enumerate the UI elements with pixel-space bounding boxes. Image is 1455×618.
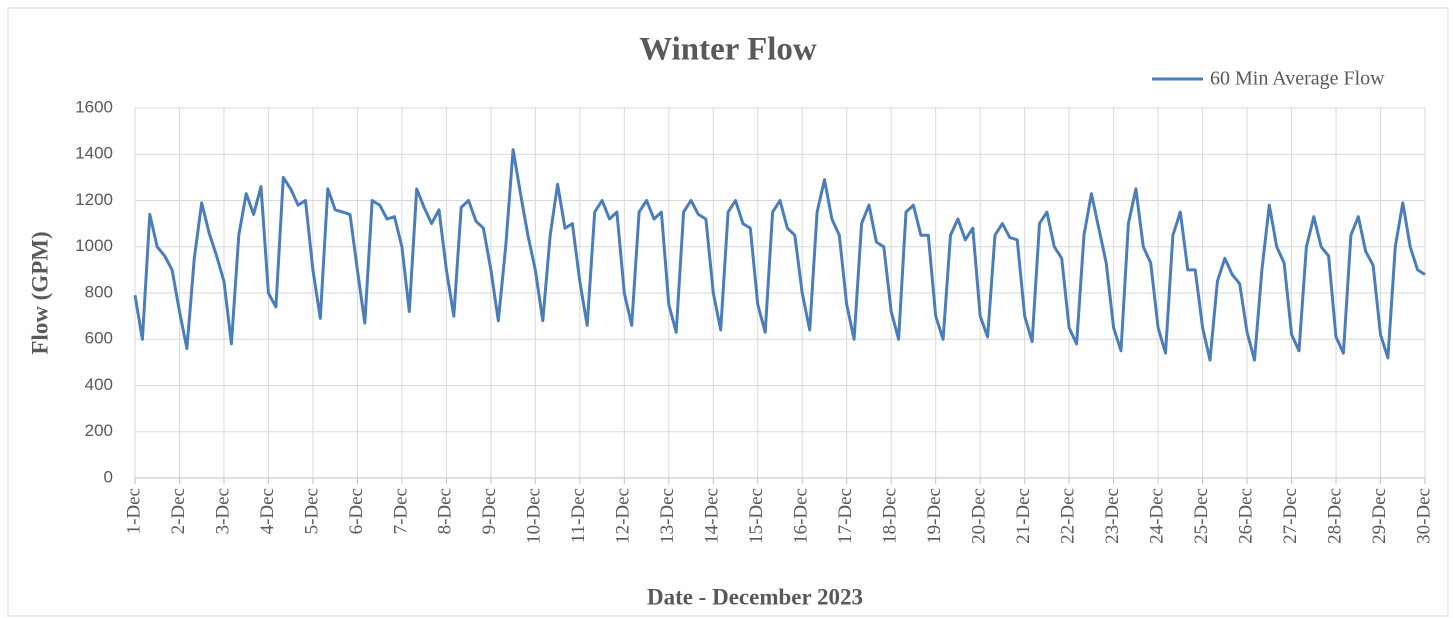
x-tick-label: 29-Dec	[1369, 488, 1390, 544]
x-tick-label: 3-Dec	[212, 488, 233, 534]
x-tick-label: 11-Dec	[568, 488, 589, 543]
x-tick-label: 15-Dec	[746, 488, 767, 544]
y-tick-label: 600	[85, 329, 113, 348]
x-tick-label: 8-Dec	[435, 488, 456, 534]
x-tick-label: 6-Dec	[346, 488, 367, 534]
x-tick-label: 27-Dec	[1280, 488, 1301, 544]
x-tick-label: 13-Dec	[657, 488, 678, 544]
y-tick-label: 1600	[75, 97, 113, 116]
x-tick-label: 21-Dec	[1013, 488, 1034, 544]
x-tick-label: 14-Dec	[702, 488, 723, 544]
x-tick-label: 1-Dec	[123, 488, 144, 534]
x-tick-label: 2-Dec	[168, 488, 189, 534]
data-line	[133, 148, 1426, 362]
x-axis-label: Date - December 2023	[647, 584, 863, 609]
x-tick-label: 4-Dec	[257, 488, 278, 534]
x-tick-label: 18-Dec	[880, 488, 901, 544]
y-tick-label: 200	[85, 421, 113, 440]
x-tick-label: 9-Dec	[479, 488, 500, 534]
x-tick-label: 23-Dec	[1102, 488, 1123, 544]
y-tick-label: 0	[104, 467, 113, 486]
x-tick-label: 26-Dec	[1235, 488, 1256, 544]
x-tick-label: 30-Dec	[1413, 488, 1434, 544]
y-tick-label: 1000	[75, 236, 113, 255]
x-tick-label: 20-Dec	[969, 488, 990, 544]
x-tick-label: 24-Dec	[1146, 488, 1167, 544]
x-tick-label: 7-Dec	[390, 488, 411, 534]
y-tick-label: 1200	[75, 190, 113, 209]
x-tick-label: 16-Dec	[791, 488, 812, 544]
y-axis-label: Flow (GPM)	[27, 231, 52, 354]
x-tick-label: 12-Dec	[613, 488, 634, 544]
x-tick-label: 25-Dec	[1191, 488, 1212, 544]
chart-frame	[7, 7, 1449, 617]
y-tick-label: 800	[85, 282, 113, 301]
y-tick-label: 400	[85, 375, 113, 394]
legend-label: 60 Min Average Flow	[1210, 68, 1385, 90]
x-tick-label: 28-Dec	[1324, 488, 1345, 544]
x-tick-label: 5-Dec	[301, 488, 322, 534]
x-tick-label: 19-Dec	[924, 488, 945, 544]
chart-title: Winter Flow	[639, 32, 817, 68]
x-tick-label: 17-Dec	[835, 488, 856, 544]
y-tick-label: 1400	[75, 144, 113, 163]
x-tick-label: 22-Dec	[1057, 488, 1078, 544]
x-tick-label: 10-Dec	[524, 488, 545, 544]
